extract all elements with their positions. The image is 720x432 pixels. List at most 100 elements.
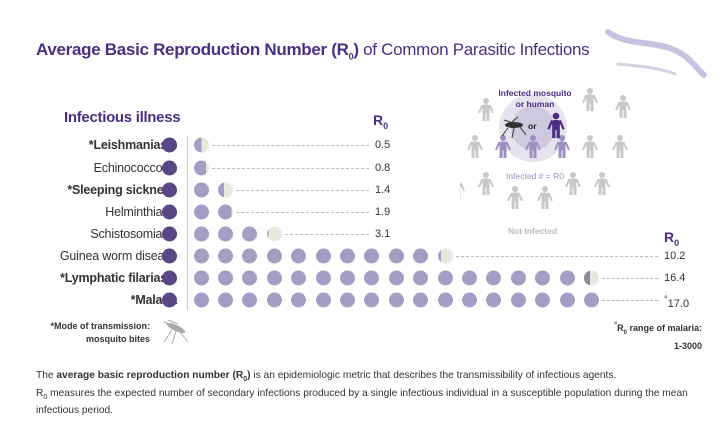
infection-dot (413, 248, 429, 264)
r0-sub: 0 (383, 120, 389, 131)
infection-dot (315, 292, 331, 308)
index-case-dot (162, 182, 177, 198)
infection-dot (242, 270, 258, 286)
title-close: ) (353, 40, 359, 59)
infection-dot (193, 182, 209, 198)
infected-count-label: Infected # = R0 (506, 171, 564, 181)
index-case-dot (162, 248, 177, 264)
illness-label: Echinococcosis (93, 161, 178, 175)
infection-dot (193, 270, 209, 286)
infection-dot (437, 270, 453, 286)
not-infected-person-icon (467, 135, 483, 158)
infected-person-icon (495, 135, 511, 158)
partial-infection-dot (266, 226, 282, 242)
not-infected-person-icon (565, 172, 581, 195)
infection-dot (193, 248, 209, 264)
infection-dot (437, 292, 453, 308)
degree-mark: ° (614, 320, 618, 329)
infected-mosquito-icon (501, 116, 527, 139)
transmission-note: *Mode of transmission: mosquito bites (40, 320, 150, 346)
r0-value: 1.9 (375, 206, 390, 218)
infection-dot (461, 292, 477, 308)
infection-dot (559, 292, 575, 308)
infection-dot (291, 270, 307, 286)
infection-dot (193, 204, 209, 220)
not-infected-person-icon (582, 88, 598, 111)
r0-header-right: R0 (664, 229, 679, 248)
infected-person-icon (554, 135, 570, 158)
illness-label: *Leishmaniasis (88, 138, 177, 152)
illness-label: Helminthiasis (105, 205, 177, 219)
partial-infection-dot (217, 204, 233, 220)
description: The average basic reproduction number (R… (36, 369, 696, 418)
infection-dot (388, 292, 404, 308)
infection-dot (559, 270, 575, 286)
transmission-diagram: Infected mosquito or human or Infected # … (460, 80, 660, 250)
infection-dot (413, 292, 429, 308)
index-case-dot (162, 160, 177, 176)
infection-dot (266, 292, 282, 308)
r0-value: 0.5 (375, 139, 390, 151)
infection-dot (461, 270, 477, 286)
index-case-dot (162, 270, 177, 286)
not-infected-person-icon (507, 186, 523, 209)
infection-dot (510, 270, 526, 286)
desc-r: R (36, 387, 44, 399)
transmission-note-line1: *Mode of transmission: (50, 321, 150, 331)
desc-bold: average basic reproduction number (R (56, 370, 244, 381)
r0-value: 0.8 (375, 162, 390, 174)
leader-line (211, 168, 369, 169)
r0-value: 10.2 (664, 250, 685, 262)
desc-bold-sub: 0 (243, 376, 248, 384)
not-infected-person-icon (478, 172, 494, 195)
infection-dot (486, 270, 502, 286)
parasite-worm-illustration (605, 29, 707, 78)
infection-dot (217, 270, 233, 286)
r0-value-text: 17.0 (667, 297, 690, 310)
inner-ring (511, 106, 555, 150)
leader-line (601, 300, 658, 301)
infection-dot (486, 292, 502, 308)
leader-line (211, 145, 369, 146)
title-bold: Average Basic Reproduction Number (R (36, 40, 349, 59)
malaria-range-value: 1-3000 (673, 340, 702, 351)
index-case-dot (162, 226, 177, 242)
illness-label: Guinea worm disease (59, 249, 177, 263)
desc-pre: The (36, 370, 57, 381)
people-diagram (460, 88, 631, 209)
partial-infection-dot (193, 137, 209, 153)
infection-dot (583, 292, 599, 308)
leader-line (235, 190, 369, 191)
infection-dot (193, 292, 209, 308)
leader-line (455, 256, 658, 257)
infection-dot (339, 248, 355, 264)
r0-letter: R (664, 229, 675, 245)
illness-label: Schistosomiasis (90, 227, 177, 241)
malaria-r-sub: 0 (623, 329, 627, 336)
transmission-note-line2: mosquito bites (85, 334, 150, 344)
infection-dot (217, 248, 233, 264)
infection-dot (315, 270, 331, 286)
not-infected-person-icon (537, 186, 553, 209)
infection-dot (413, 270, 429, 286)
mosquito-icon (163, 319, 189, 344)
r0-value-text: 1.4 (375, 184, 391, 196)
infection-dot (535, 270, 551, 286)
leader-line (284, 234, 369, 235)
or-label: or (528, 121, 537, 131)
malaria-r: R (617, 323, 624, 333)
r0-header: R0 (373, 112, 388, 131)
infection-dot (535, 292, 551, 308)
not-infected-label: Not Infected (507, 226, 558, 236)
infected-source-label: Infected mosquito or human (480, 88, 590, 110)
illness-header: Infectious illness (64, 109, 181, 126)
desc-line2: measures the expected number of secondar… (36, 387, 688, 417)
leader-line (235, 212, 369, 213)
r0-value-text: 10.2 (664, 250, 686, 262)
not-infected-person-icon (594, 172, 610, 195)
infection-dot (291, 248, 307, 264)
infection-dot (339, 270, 355, 286)
index-case-dot (162, 137, 177, 153)
malaria-range-note: °R0 range of malaria: 1-3000 (590, 318, 702, 353)
infection-dot (388, 248, 404, 264)
